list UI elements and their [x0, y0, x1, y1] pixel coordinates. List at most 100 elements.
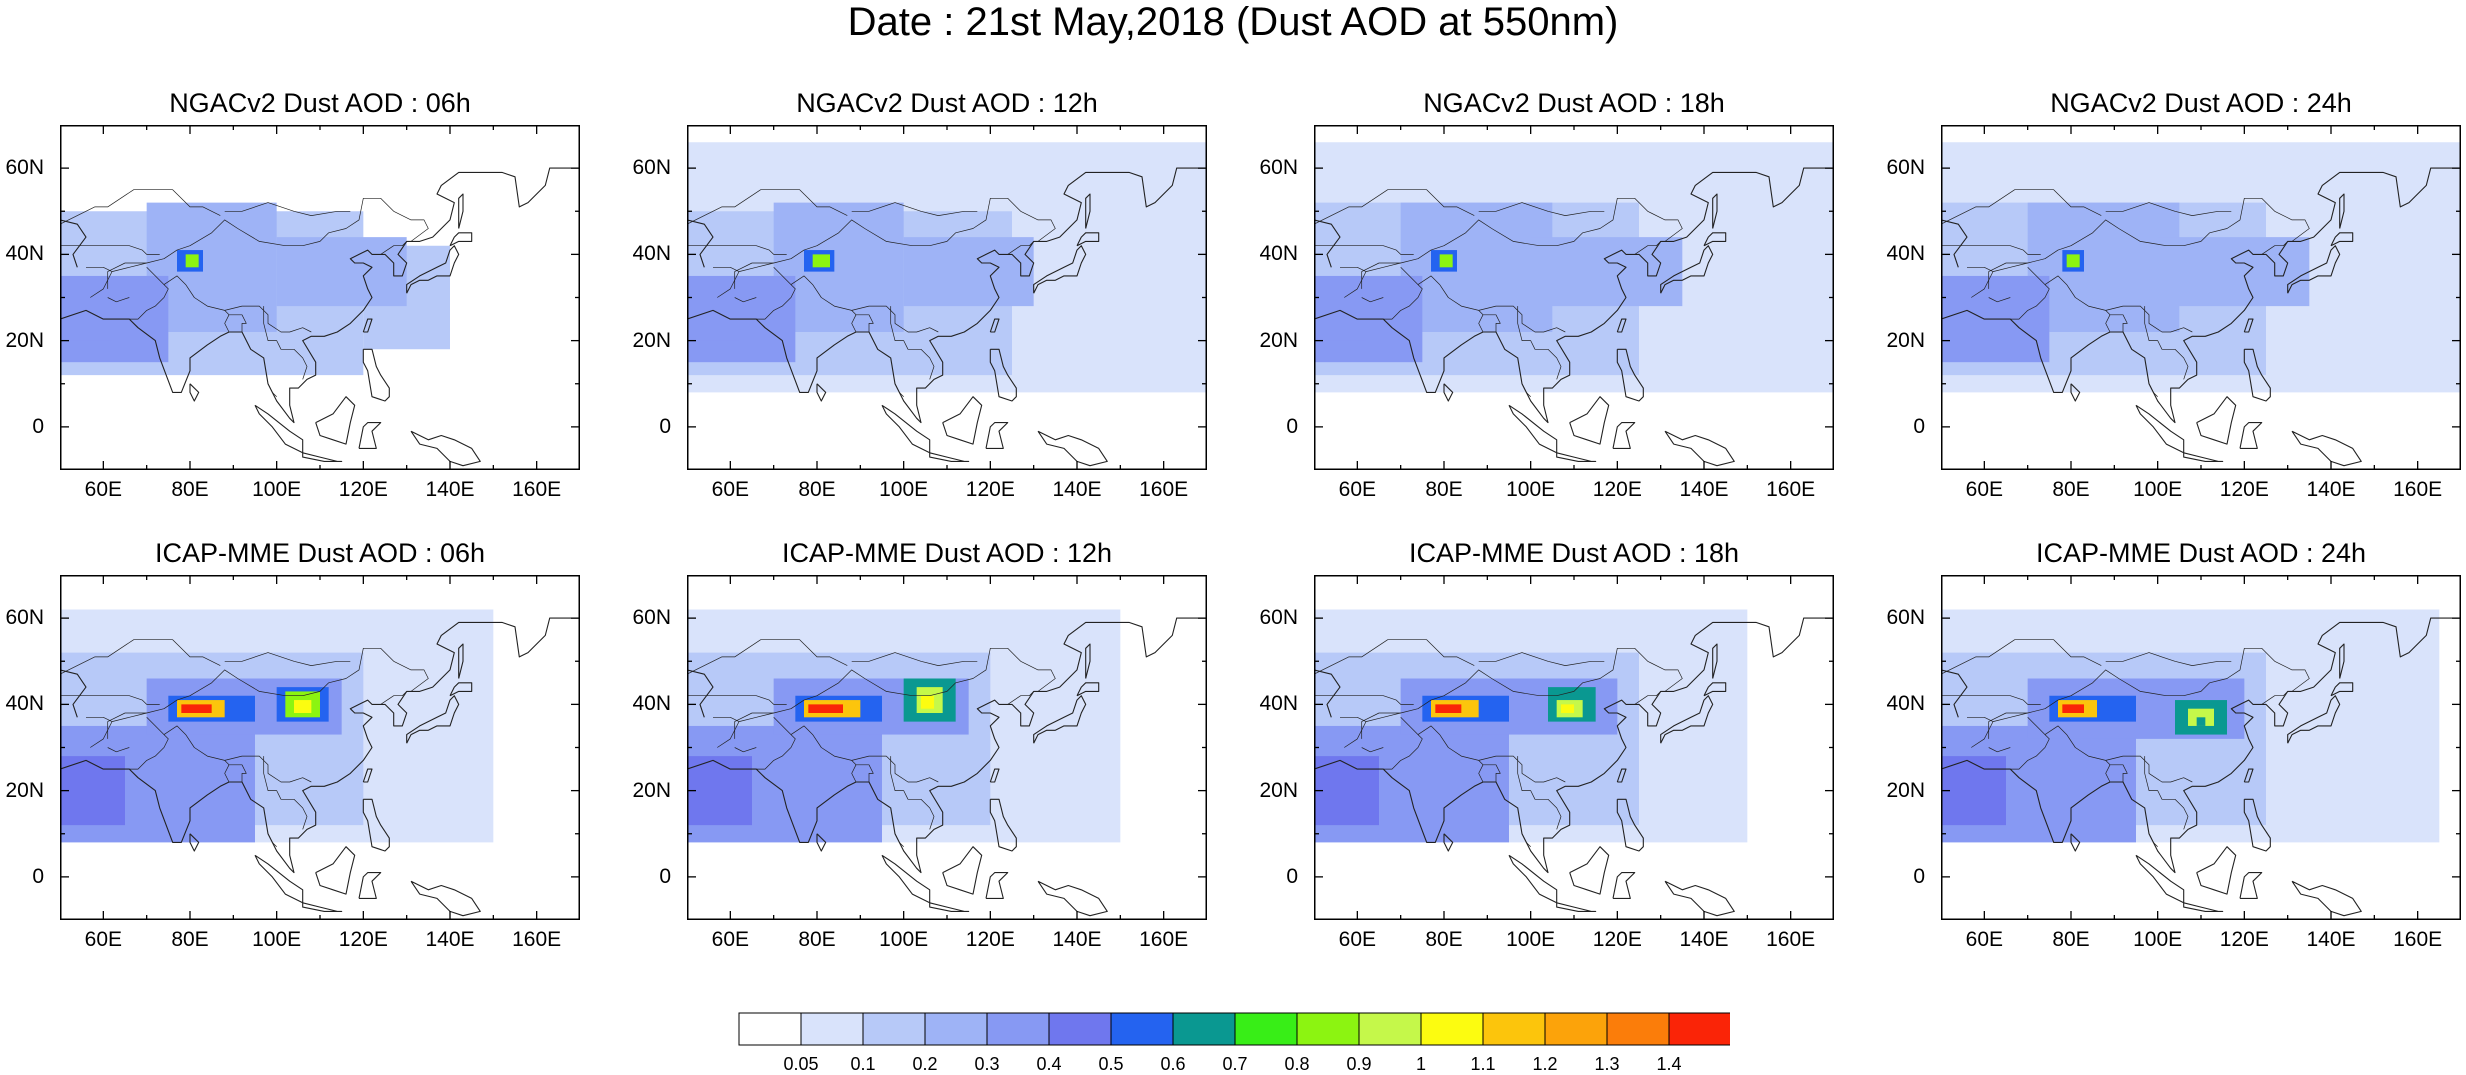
- lon-tick-label: 140E: [425, 928, 475, 951]
- lat-tick-label: 40N: [632, 692, 671, 716]
- lon-tick-label: 120E: [338, 928, 388, 951]
- map-panel: NGACv2 Dust AOD : 18h 60N 40N 20N 0 60E 80E 100…: [1254, 85, 1844, 525]
- colorbar-swatch: [1358, 1012, 1422, 1046]
- coastline: [989, 768, 1000, 783]
- lon-tick-label: 140E: [1679, 928, 1729, 951]
- country-border: [1517, 306, 1562, 380]
- coastline: [1616, 318, 1627, 333]
- coastline: [1703, 232, 1727, 247]
- aod-region: [812, 254, 830, 268]
- coastline: [989, 798, 1017, 852]
- country-border: [1967, 716, 1994, 722]
- coastline: [2339, 193, 2345, 229]
- map-panel: NGACv2 Dust AOD : 06h 60N 40N 20N 0 60E 80E 100…: [0, 85, 590, 525]
- colorbar-swatch: [1544, 1012, 1608, 1046]
- coastline: [1941, 617, 2461, 874]
- country-border: [2261, 691, 2288, 705]
- lat-tick-label: 40N: [632, 242, 671, 266]
- lat-tick-label: 40N: [5, 692, 44, 716]
- lat-tick-label: 20N: [1886, 778, 1925, 802]
- coastline: [189, 383, 200, 402]
- coastline: [315, 846, 356, 895]
- lat-tick-label: 20N: [5, 328, 44, 352]
- coastline: [1612, 422, 1636, 449]
- panel-title: NGACv2 Dust AOD : 24h: [2050, 88, 2352, 118]
- country-border: [229, 314, 247, 332]
- colorbar-swatch: [1482, 1012, 1546, 1046]
- country-border: [1314, 639, 1475, 675]
- lon-tick-label: 100E: [2133, 478, 2183, 501]
- coastline: [1616, 768, 1627, 783]
- lon-tick-label: 160E: [1766, 478, 1816, 501]
- lat-tick-label: 0: [659, 414, 671, 438]
- country-border: [890, 756, 935, 830]
- country-border: [713, 716, 740, 722]
- lon-tick-label: 160E: [512, 478, 562, 501]
- lon-tick-label: 120E: [965, 478, 1015, 501]
- lon-tick-label: 120E: [965, 928, 1015, 951]
- country-border: [1344, 271, 1367, 298]
- lat-tick-label: 0: [1286, 414, 1298, 438]
- country-border: [2105, 310, 2111, 333]
- panel-title: ICAP-MME Dust AOD : 06h: [154, 538, 486, 568]
- country-border: [687, 695, 787, 705]
- country-border: [163, 725, 312, 783]
- country-border: [1365, 197, 1683, 272]
- country-border: [111, 197, 429, 272]
- country-border: [2261, 241, 2288, 255]
- colorbar-label: 0.5: [1098, 1054, 1124, 1074]
- coastline: [2070, 833, 2081, 852]
- country-border: [2044, 725, 2193, 783]
- lat-tick-label: 20N: [5, 778, 44, 802]
- country-border: [1417, 275, 1566, 333]
- coastline: [2243, 798, 2271, 852]
- map-panel: ICAP-MME Dust AOD : 06h 60N 40N 20N 0 60E 80E 1…: [0, 535, 590, 975]
- lon-tick-label: 120E: [1592, 928, 1642, 951]
- coastline: [929, 902, 970, 912]
- lon-tick-label: 60E: [1338, 928, 1377, 951]
- lon-tick-label: 160E: [512, 928, 562, 951]
- coastline: [929, 452, 970, 462]
- country-border: [380, 241, 407, 255]
- lon-tick-label: 140E: [425, 478, 475, 501]
- aod-region: [1530, 237, 1683, 307]
- colorbar-swatch: [1110, 1012, 1174, 1046]
- country-border: [1340, 716, 1367, 722]
- lon-tick-label: 60E: [1965, 478, 2004, 501]
- country-border: [111, 647, 429, 722]
- aod-region: [921, 695, 934, 709]
- lat-tick-label: 20N: [632, 778, 671, 802]
- coastline: [1314, 219, 1341, 268]
- aod-map: [1941, 575, 2461, 920]
- country-border: [224, 652, 351, 666]
- coastline: [2239, 422, 2263, 449]
- aod-field: [1314, 575, 1834, 920]
- aod-field: [1941, 125, 2461, 470]
- coastline: [1941, 219, 1968, 268]
- colorbar-label: 1: [1415, 1054, 1426, 1074]
- coastline: [2070, 383, 2081, 402]
- aod-region: [60, 756, 125, 826]
- lon-tick-label: 80E: [798, 928, 836, 951]
- coastline: [1941, 167, 2461, 424]
- coastline: [2183, 452, 2224, 462]
- aod-region: [808, 704, 843, 713]
- country-border: [86, 716, 113, 722]
- country-border: [129, 267, 169, 320]
- lon-tick-label: 60E: [84, 928, 123, 951]
- country-border: [2044, 275, 2193, 333]
- aod-region: [1941, 297, 1993, 350]
- colorbar-swatch: [1420, 1012, 1484, 1046]
- lat-tick-label: 60N: [1259, 606, 1298, 630]
- colorbar-label: 0.4: [1036, 1054, 1062, 1074]
- lon-tick-label: 140E: [2306, 928, 2356, 951]
- country-border: [60, 189, 221, 225]
- coastline: [1076, 232, 1100, 247]
- country-border: [2144, 756, 2189, 830]
- coastline: [989, 348, 1017, 402]
- country-border: [1941, 639, 2102, 675]
- aod-map: [1941, 125, 2461, 470]
- aod-map: [687, 575, 1207, 920]
- country-border: [1007, 241, 1034, 255]
- coastline: [2196, 846, 2237, 895]
